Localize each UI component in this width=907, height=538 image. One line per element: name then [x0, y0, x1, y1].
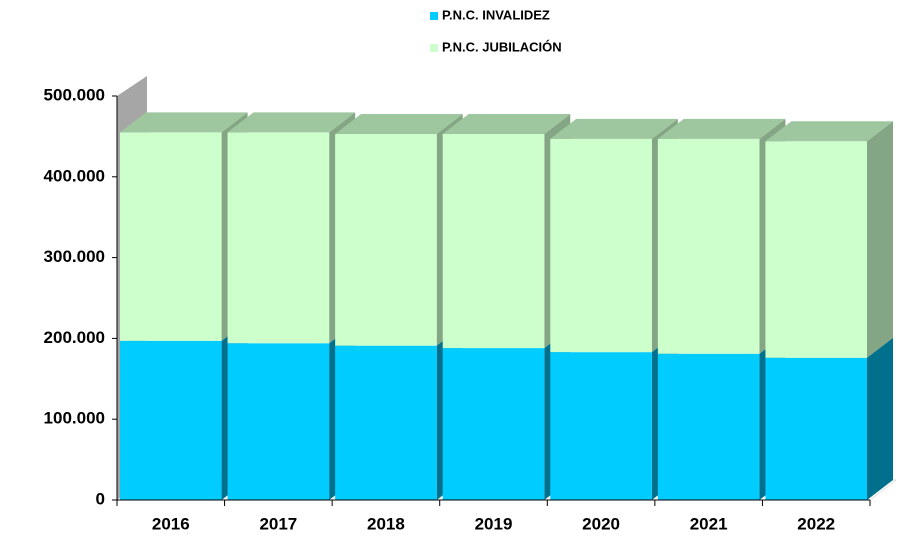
y-tick-label: 0: [96, 489, 105, 508]
bar: [657, 353, 760, 500]
x-tick-label: 2019: [475, 514, 513, 533]
x-tick-label: 2017: [259, 514, 297, 533]
bar: [765, 357, 867, 500]
x-tick-label: 2020: [582, 514, 620, 533]
x-tick-label: 2022: [797, 514, 835, 533]
bar: [765, 141, 867, 358]
bar: [227, 343, 330, 500]
bar-side: [867, 337, 893, 500]
y-tick-label: 400.000: [44, 166, 105, 185]
bar: [657, 138, 760, 354]
legend-swatch: [430, 12, 438, 20]
y-tick-label: 300.000: [44, 247, 105, 266]
bar-top: [227, 112, 356, 133]
y-tick-label: 500.000: [44, 85, 105, 104]
y-tick-label: 100.000: [44, 409, 105, 428]
bar: [550, 138, 652, 353]
bar-top: [442, 113, 571, 134]
bar: [227, 132, 330, 344]
x-tick-label: 2016: [152, 514, 190, 533]
bar-side: [867, 121, 893, 358]
bar: [120, 132, 222, 341]
legend-label: P.N.C. INVALIDEZ: [442, 7, 550, 22]
x-tick-label: 2018: [367, 514, 405, 533]
bar: [120, 340, 222, 500]
bar-top: [120, 112, 248, 133]
legend-label: P.N.C. JUBILACIÓN: [442, 39, 562, 54]
bar: [442, 133, 545, 349]
x-tick-label: 2021: [690, 514, 728, 533]
bar-top: [657, 118, 786, 139]
bar: [442, 348, 545, 500]
bar-top: [335, 113, 463, 134]
bar-top: [765, 121, 893, 142]
bar-top: [550, 118, 678, 139]
y-tick-label: 200.000: [44, 328, 105, 347]
bar: [335, 345, 437, 500]
bar: [335, 133, 437, 346]
bar: [550, 352, 652, 500]
legend-swatch: [430, 44, 438, 52]
